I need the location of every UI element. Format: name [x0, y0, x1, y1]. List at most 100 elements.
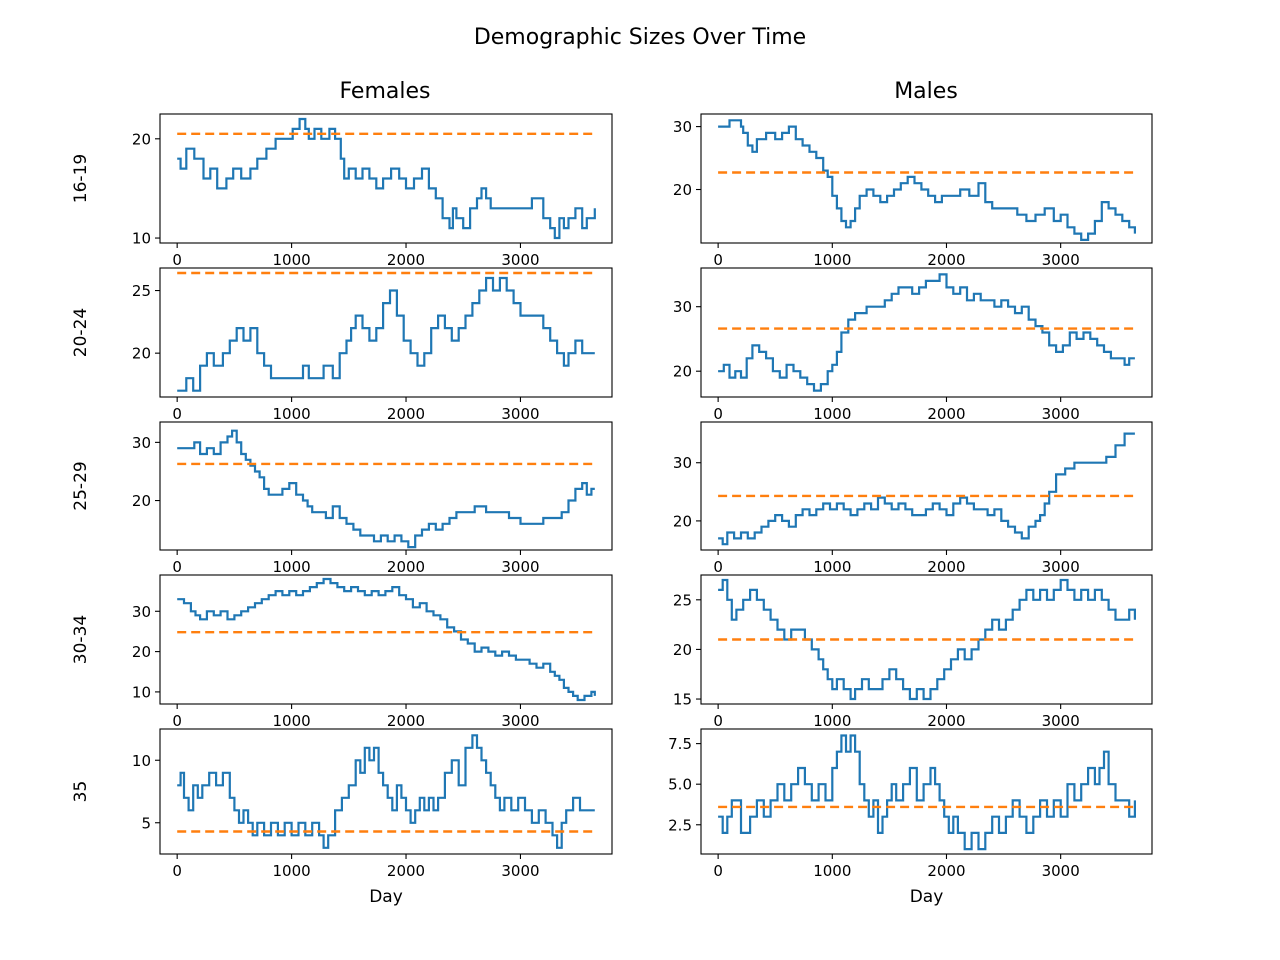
y-tick-label: 25	[673, 591, 692, 609]
x-tick-label: 0	[172, 558, 182, 576]
x-tick-label: 3000	[1042, 558, 1080, 576]
x-tick-label: 0	[713, 405, 723, 423]
y-tick-label: 2.5	[668, 816, 692, 834]
y-tick-label: 5.0	[668, 776, 692, 794]
axes-frame	[159, 267, 613, 398]
y-axis-label: 20-24	[71, 308, 91, 357]
x-tick-label: 1000	[273, 405, 311, 423]
x-tick-label: 3000	[501, 251, 539, 269]
y-tick-label: 30	[673, 298, 692, 316]
x-tick-label: 2000	[927, 862, 965, 880]
x-tick-label: 1000	[813, 251, 851, 269]
subplot-males-row-2: 0 1000 2000 3000 20 30	[673, 267, 1153, 423]
y-tick-label: 15	[673, 691, 692, 709]
subplot-females-row-3: 0 1000 2000 3000 20 30 25-29	[71, 421, 613, 576]
axes-frame	[700, 421, 1153, 551]
y-tick-label: 5	[141, 814, 151, 832]
subplot-males-row-4: 0 1000 2000 3000 15 20 25	[673, 574, 1153, 730]
y-axis-label: 35	[71, 781, 91, 803]
series-line	[177, 734, 595, 849]
x-tick-label: 2000	[927, 558, 965, 576]
subplot-males-row-1: 0 1000 2000 3000 20 30	[673, 113, 1153, 269]
x-tick-label: 1000	[273, 251, 311, 269]
axes-frame	[159, 421, 613, 551]
subplot-males-row-3: 0 1000 2000 3000 20 30	[673, 421, 1153, 576]
axes-frame	[700, 728, 1153, 855]
axes-frame	[700, 574, 1153, 705]
x-tick-label: 2000	[387, 405, 425, 423]
x-tick-label: 0	[172, 712, 182, 730]
y-tick-label: 20	[132, 345, 151, 363]
series-line	[718, 432, 1135, 546]
y-tick-label: 30	[132, 603, 151, 621]
x-tick-label: 1000	[813, 862, 851, 880]
y-tick-label: 20	[673, 363, 692, 381]
series-line	[718, 273, 1135, 392]
subplot-males-row-5: 0 1000 2000 3000 2.5 5.0 7.5 Day	[668, 728, 1153, 907]
x-tick-label: 3000	[1042, 405, 1080, 423]
x-tick-label: 3000	[1042, 712, 1080, 730]
x-tick-label: 2000	[387, 862, 425, 880]
series-line	[177, 577, 596, 702]
y-tick-label: 30	[673, 118, 692, 136]
x-tick-label: 0	[172, 251, 182, 269]
y-tick-label: 20	[132, 492, 151, 510]
x-tick-label: 2000	[387, 558, 425, 576]
subplot-females-row-2: 0 1000 2000 3000 20 25 20-24	[71, 267, 613, 423]
x-tick-label: 2000	[927, 405, 965, 423]
x-tick-label: 0	[172, 862, 182, 880]
y-tick-label: 7.5	[668, 735, 692, 753]
column-title-males: Males	[894, 79, 958, 104]
series-line	[177, 429, 595, 549]
x-tick-label: 1000	[273, 558, 311, 576]
x-tick-label: 3000	[1042, 862, 1080, 880]
column-title-females: Females	[339, 79, 430, 104]
x-axis-label: Day	[369, 887, 403, 907]
series-line	[177, 276, 595, 392]
x-tick-label: 2000	[927, 251, 965, 269]
y-tick-label: 20	[132, 130, 151, 148]
series-line	[718, 734, 1136, 851]
x-tick-label: 0	[713, 712, 723, 730]
axes-frame	[700, 267, 1153, 398]
x-tick-label: 3000	[1042, 251, 1080, 269]
y-axis-label: 25-29	[71, 461, 91, 510]
x-tick-label: 2000	[387, 712, 425, 730]
y-tick-label: 20	[673, 641, 692, 659]
y-tick-label: 10	[132, 752, 151, 770]
x-tick-label: 0	[713, 251, 723, 269]
figure-title: Demographic Sizes Over Time	[474, 25, 806, 50]
series-line	[177, 117, 596, 240]
subplot-females-row-5: 0 1000 2000 3000 5 10 35 Day	[71, 728, 613, 907]
x-tick-label: 1000	[813, 558, 851, 576]
axes-frame	[159, 728, 613, 855]
x-tick-label: 0	[172, 405, 182, 423]
axes-frame	[159, 113, 613, 244]
y-tick-label: 20	[673, 181, 692, 199]
x-tick-label: 3000	[501, 712, 539, 730]
y-tick-label: 10	[132, 683, 151, 701]
y-tick-label: 20	[673, 512, 692, 530]
subplot-females-row-1: 0 1000 2000 3000 10 20 16-19	[71, 113, 613, 269]
x-tick-label: 2000	[387, 251, 425, 269]
y-tick-label: 10	[132, 230, 151, 248]
y-tick-label: 30	[673, 454, 692, 472]
x-tick-label: 1000	[813, 405, 851, 423]
x-tick-label: 3000	[501, 558, 539, 576]
x-tick-label: 1000	[273, 712, 311, 730]
y-tick-label: 25	[132, 282, 151, 300]
x-tick-label: 3000	[501, 862, 539, 880]
x-tick-label: 0	[713, 862, 723, 880]
y-tick-label: 20	[132, 643, 151, 661]
y-axis-label: 16-19	[71, 154, 91, 203]
axes-frame	[700, 113, 1153, 244]
x-tick-label: 1000	[273, 862, 311, 880]
subplot-females-row-4: 0 1000 2000 3000 10 20 30 30-34	[71, 574, 613, 730]
x-tick-label: 1000	[813, 712, 851, 730]
x-tick-label: 0	[713, 558, 723, 576]
x-tick-label: 2000	[927, 712, 965, 730]
y-tick-label: 30	[132, 434, 151, 452]
